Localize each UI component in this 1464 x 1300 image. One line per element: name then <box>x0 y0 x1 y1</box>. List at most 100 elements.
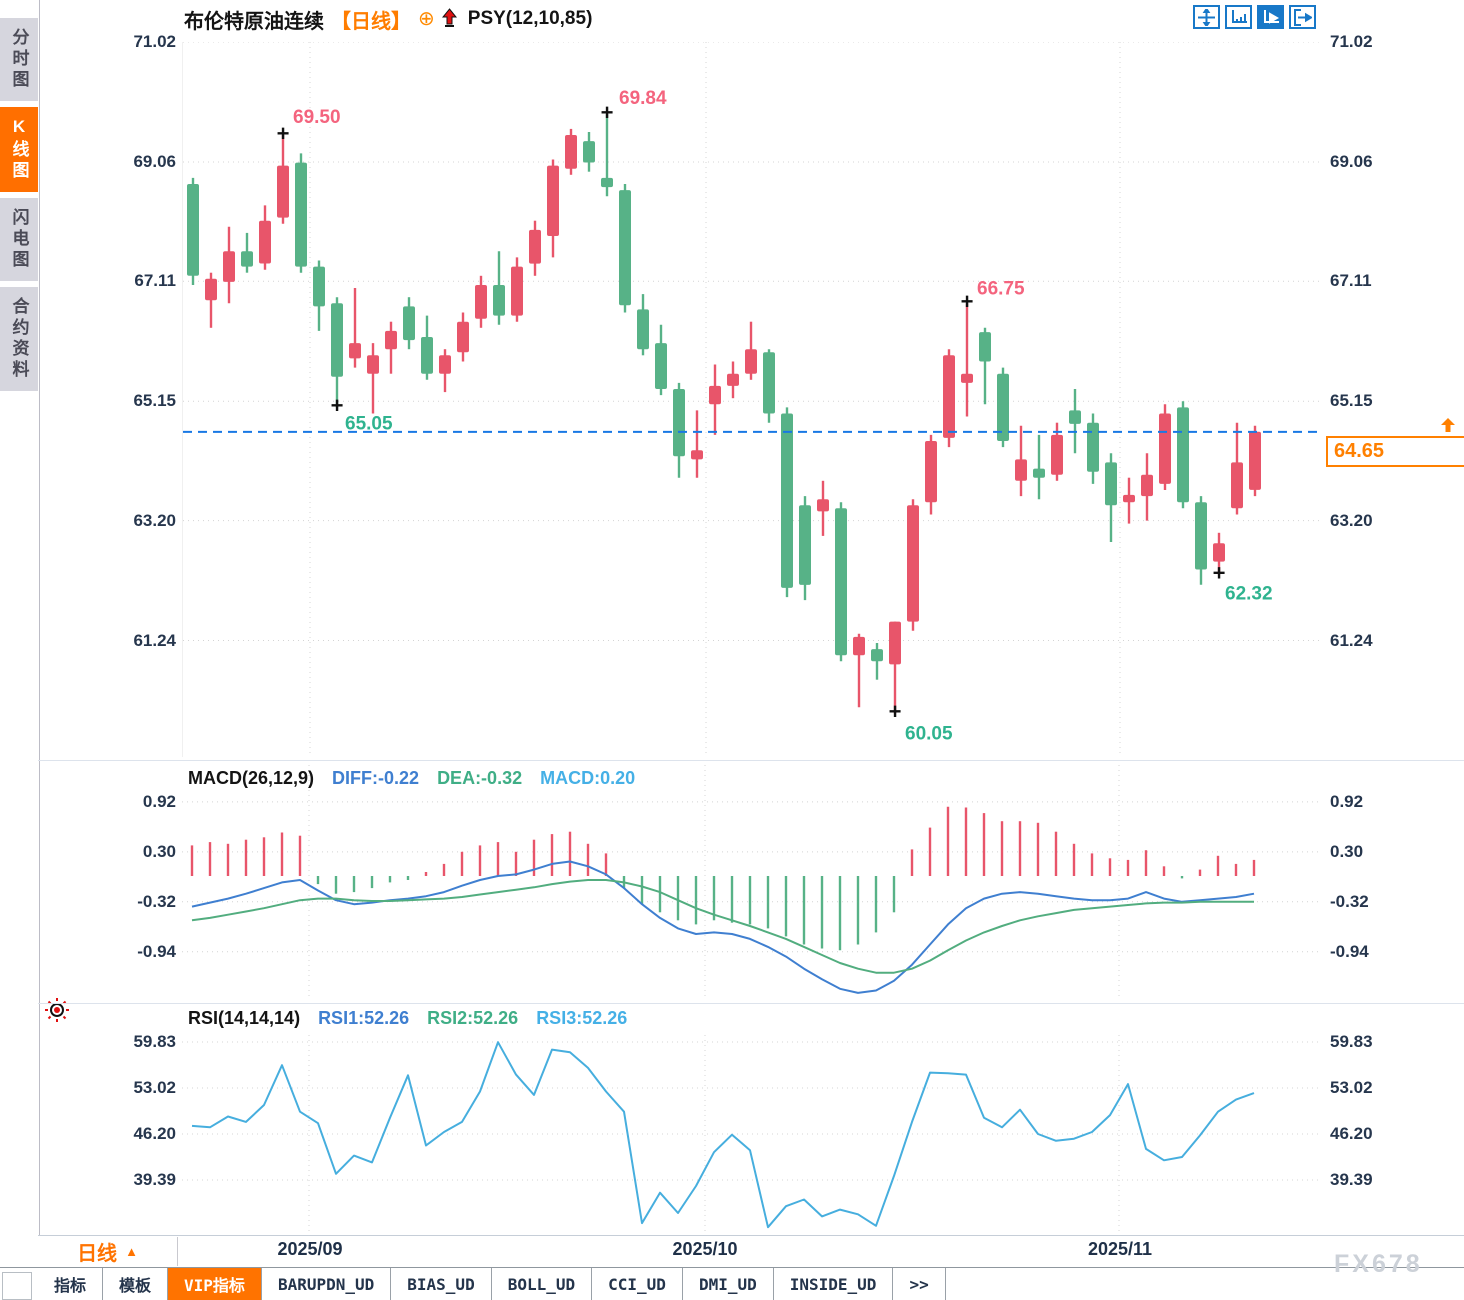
axis-tick-label: 63.20 <box>133 510 176 530</box>
bottom-tab-VIP指标[interactable]: VIP指标 <box>168 1268 262 1300</box>
candle-body <box>313 266 325 307</box>
axis-tick-label: 65.15 <box>1330 391 1373 411</box>
candle-body <box>439 355 451 374</box>
candle-body <box>295 162 307 267</box>
add-circle-icon[interactable]: ⊕ <box>418 8 435 30</box>
axis-tick-label: 53.02 <box>1330 1077 1373 1097</box>
panel-divider <box>38 1235 1464 1236</box>
candle-body <box>745 349 757 374</box>
candle-body <box>475 285 487 319</box>
period-selector[interactable]: 日线 ▲ <box>38 1237 178 1266</box>
period-tag[interactable]: 【日线】 <box>331 10 411 33</box>
candle-body <box>1159 413 1171 484</box>
candle-body <box>349 343 361 359</box>
pan-icon[interactable] <box>1193 5 1220 29</box>
sidebar-tab-闪电图[interactable]: 闪电图 <box>0 198 38 281</box>
candle-body <box>925 441 937 503</box>
sidebar-tab-分时图[interactable]: 分时图 <box>0 18 38 101</box>
current-price-box[interactable]: 64.65 <box>1326 436 1464 467</box>
exit-right-icon[interactable] <box>1289 5 1316 29</box>
candle-body <box>565 135 577 169</box>
x-axis-label: 2025/11 <box>1087 1239 1153 1259</box>
axis-tick-label: 46.20 <box>1330 1124 1373 1143</box>
sidebar-tab-合约资料[interactable]: 合约资料 <box>0 287 38 391</box>
bottom-tab-BIAS_UD[interactable]: BIAS_UD <box>391 1268 492 1300</box>
candle-body <box>1141 474 1153 497</box>
price-annotation: 62.32 <box>1225 583 1273 604</box>
bottom-tab-CCI_UD[interactable]: CCI_UD <box>592 1268 683 1300</box>
scale-axis-icon[interactable] <box>1225 5 1252 29</box>
macd-dea-value: DEA:-0.32 <box>437 768 523 788</box>
scroll-corner[interactable] <box>2 1272 32 1300</box>
candle-body <box>637 309 649 350</box>
axis-tick-label: 0.92 <box>1330 791 1364 811</box>
sidebar-tab-K线图[interactable]: K线图 <box>0 107 38 192</box>
period-label: 日线 <box>77 1243 118 1265</box>
bottom-tab-模板[interactable]: 模板 <box>103 1268 169 1300</box>
axis-tick-label: -0.94 <box>1330 941 1369 961</box>
axis-tick-label: 59.83 <box>133 1032 176 1051</box>
candle-body <box>187 184 199 276</box>
axis-tick-label: 39.39 <box>1330 1169 1373 1189</box>
axis-tick-label: 63.20 <box>1330 510 1373 530</box>
macd-params[interactable]: MACD(26,12,9) <box>188 768 315 788</box>
candle-body <box>1123 494 1135 503</box>
candle-body <box>403 306 415 341</box>
candle-body <box>529 229 541 264</box>
axis-tick-label: 61.24 <box>1330 630 1373 650</box>
rsi2-value: RSI2:52.26 <box>427 1008 519 1028</box>
candlestick-chart[interactable]: +69.50 +65.05 +69.84 +60.05 +66.75 +62.32 <box>182 42 1323 757</box>
bottom-tab->>[interactable]: >> <box>893 1268 946 1300</box>
price-annotation: 69.84 <box>619 88 667 109</box>
candle-body <box>763 352 775 414</box>
extreme-marker: + <box>961 289 974 314</box>
candle-body <box>835 508 847 656</box>
macd-canvas[interactable] <box>182 765 1322 1000</box>
candle-body <box>1033 468 1045 478</box>
rsi-panel[interactable] <box>182 1035 1322 1232</box>
candle-body <box>979 332 991 362</box>
candle-body <box>1231 462 1243 509</box>
candle-body <box>601 177 613 188</box>
indicator-line <box>191 860 1255 994</box>
rsi-canvas[interactable] <box>182 1035 1322 1232</box>
indicator-label[interactable]: PSY(12,10,85) <box>467 8 593 29</box>
indicator-line <box>191 879 1254 974</box>
price-annotation: 69.50 <box>293 107 341 128</box>
candle-body <box>691 450 703 460</box>
candle-body <box>1069 410 1081 424</box>
axis-tick-label: 67.11 <box>1330 271 1372 291</box>
watermark: FX678 <box>1334 1250 1423 1278</box>
bottom-tab-指标[interactable]: 指标 <box>38 1268 104 1300</box>
main-chart-canvas[interactable]: +69.50+65.05+69.84+60.05+66.75+62.32 <box>183 42 1323 757</box>
candle-body <box>583 141 595 163</box>
price-annotation: 66.75 <box>977 278 1025 299</box>
candle-body <box>853 636 865 656</box>
axis-tick-label: -0.32 <box>137 891 176 911</box>
macd-panel[interactable] <box>182 765 1322 1000</box>
axis-tick-label: 69.06 <box>133 151 176 171</box>
axis-tick-label: 61.24 <box>133 630 176 650</box>
candle-body <box>943 355 955 438</box>
axis-tick-label: -0.94 <box>137 941 176 961</box>
panel-divider <box>38 1003 1464 1004</box>
candle-body <box>1015 459 1027 481</box>
bottom-tab-INSIDE_UD[interactable]: INSIDE_UD <box>774 1268 894 1300</box>
extreme-marker: + <box>1213 560 1226 585</box>
candle-body <box>655 343 667 389</box>
bottom-tab-DMI_UD[interactable]: DMI_UD <box>683 1268 774 1300</box>
macd-macd-value: MACD:0.20 <box>540 768 636 788</box>
candle-body <box>331 303 343 377</box>
candle-body <box>727 373 739 386</box>
rsi-params[interactable]: RSI(14,14,14) <box>188 1008 301 1028</box>
axis-tick-label: 65.15 <box>133 391 176 411</box>
play-axis-icon[interactable] <box>1257 5 1284 29</box>
bottom-tab-BARUPDN_UD[interactable]: BARUPDN_UD <box>262 1268 392 1300</box>
bottom-tab-BOLL_UD[interactable]: BOLL_UD <box>492 1268 593 1300</box>
candle-body <box>1249 431 1261 490</box>
rsi1-value: RSI1:52.26 <box>318 1008 410 1028</box>
candle-body <box>709 385 721 405</box>
candle-body <box>457 321 469 353</box>
sun-alert-icon[interactable] <box>44 997 70 1028</box>
